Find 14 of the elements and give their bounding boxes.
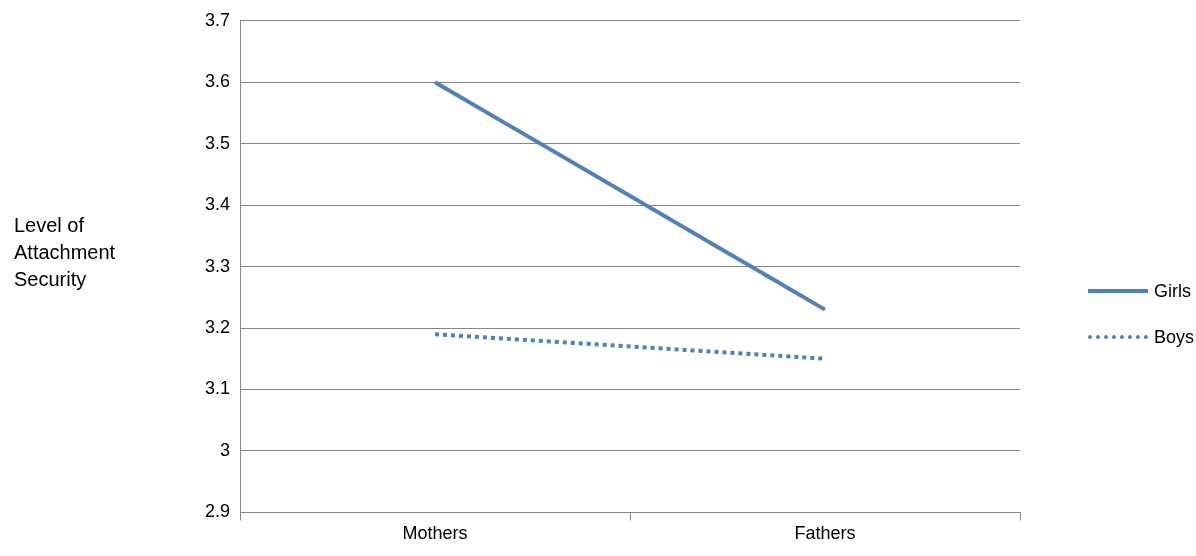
y-tick-label: 3.3 — [204, 255, 231, 276]
legend-label: Boys — [1154, 326, 1195, 348]
x-tick-label: Mothers — [402, 523, 468, 544]
y-tick-label: 3.4 — [204, 194, 231, 215]
y-tick-label: 3.2 — [204, 317, 231, 338]
y-tick-label: 3.6 — [204, 71, 231, 92]
y-tick-label: 3.7 — [204, 9, 231, 30]
y-tick-label: 3.5 — [204, 132, 231, 153]
y-tick-label: 3.1 — [204, 378, 231, 399]
x-tick-label: Fathers — [794, 523, 856, 544]
y-tick-label: 3 — [220, 439, 231, 460]
y-tick-label: 2.9 — [204, 501, 231, 522]
y-axis-title: Level of Attachment Security — [14, 213, 117, 292]
legend-label: Girls — [1154, 280, 1191, 302]
